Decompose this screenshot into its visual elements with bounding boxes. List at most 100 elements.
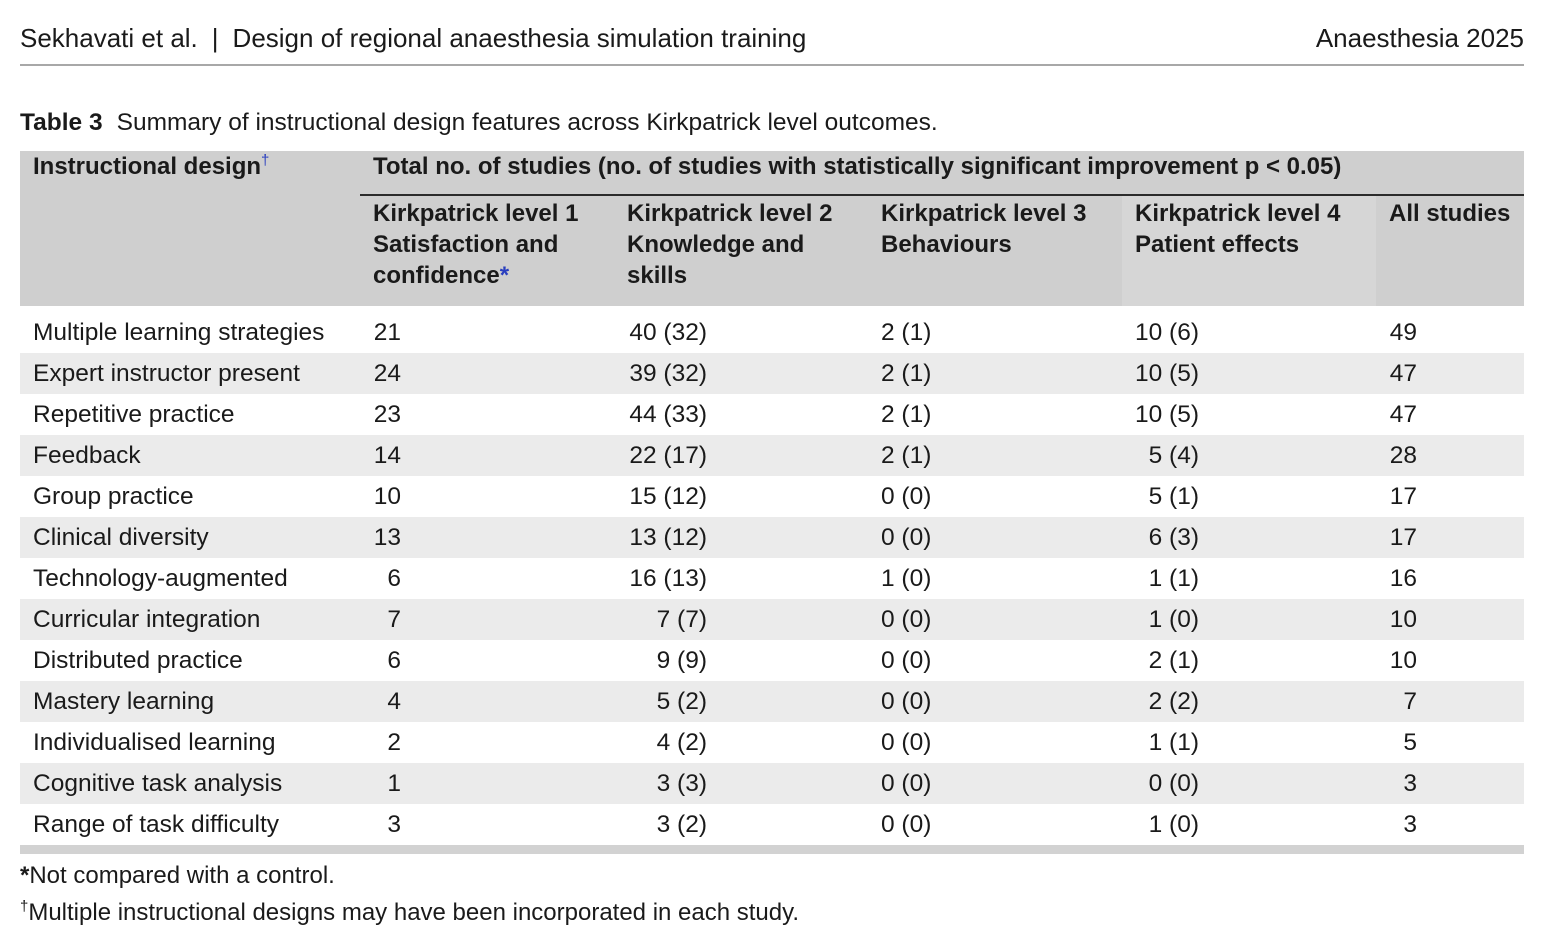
- cell-k4: 10 (5): [1122, 353, 1376, 394]
- cell-k2: 44 (33): [614, 394, 868, 435]
- cell-design: Individualised learning: [20, 722, 360, 763]
- cell-k2: 15 (12): [614, 476, 868, 517]
- table-row: Technology-augmented 6 16 (13) 1 (0) 1 (1) 16: [20, 558, 1525, 599]
- cell-design: Multiple learning strategies: [20, 312, 360, 353]
- cell-k2: 3 (3): [614, 763, 868, 804]
- cell-k2: 16 (13): [614, 558, 868, 599]
- cell-k3: 0 (0): [868, 804, 1122, 854]
- cell-all: 49: [1376, 312, 1525, 353]
- cell-k3: 1 (0): [868, 558, 1122, 599]
- running-head-separator: |: [211, 23, 219, 53]
- table-caption: Table 3 Summary of instructional design f…: [20, 106, 938, 140]
- cell-all: 3: [1376, 804, 1525, 854]
- running-head-journal: Anaesthesia 2025: [1315, 23, 1524, 53]
- cell-k3: 0 (0): [868, 476, 1122, 517]
- table-row: Repetitive practice 23 44 (33) 2 (1) 10 (5) 4…: [20, 394, 1525, 435]
- header-kirkpatrick-3: Kirkpatrick level 3 Behaviours: [868, 195, 1122, 306]
- table-caption-label: Table 3: [20, 109, 103, 136]
- cell-all: 47: [1376, 353, 1525, 394]
- header-all-studies: All studies: [1376, 195, 1525, 306]
- header-kirkpatrick-1: Kirkpatrick level 1 Satisfaction and confi…: [360, 195, 614, 306]
- cell-k2: 13 (12): [614, 517, 868, 558]
- cell-design: Cognitive task analysis: [20, 763, 360, 804]
- cell-k1: 7: [360, 599, 614, 640]
- cell-k1: 2: [360, 722, 614, 763]
- cell-k4: 6 (3): [1122, 517, 1376, 558]
- cell-k3: 0 (0): [868, 640, 1122, 681]
- table-row: Mastery learning 4 5 (2) 0 (0) 2 (2) 7: [20, 681, 1525, 722]
- cell-k4: 0 (0): [1122, 763, 1376, 804]
- table-row: Clinical diversity 13 13 (12) 0 (0) 6 (3) 17: [20, 517, 1525, 558]
- table-row: Feedback 14 22 (17) 2 (1) 5 (4) 28: [20, 435, 1525, 476]
- cell-design: Technology-augmented: [20, 558, 360, 599]
- running-head: Sekhavati et al. | Design of regional an…: [20, 20, 1524, 66]
- cell-k1: 6: [360, 558, 614, 599]
- cell-k4: 1 (0): [1122, 599, 1376, 640]
- cell-k3: 0 (0): [868, 681, 1122, 722]
- cell-design: Clinical diversity: [20, 517, 360, 558]
- running-head-title: Design of regional anaesthesia simulatio…: [232, 23, 807, 53]
- table-row: Cognitive task analysis 1 3 (3) 0 (0) 0 (0) 3: [20, 763, 1525, 804]
- cell-k1: 23: [360, 394, 614, 435]
- cell-k3: 0 (0): [868, 517, 1122, 558]
- cell-k4: 1 (0): [1122, 804, 1376, 854]
- cell-all: 28: [1376, 435, 1525, 476]
- table-row: Curricular integration 7 7 (7) 0 (0) 1 (0) 10: [20, 599, 1525, 640]
- cell-k3: 2 (1): [868, 312, 1122, 353]
- cell-all: 17: [1376, 476, 1525, 517]
- cell-design: Repetitive practice: [20, 394, 360, 435]
- footnotes: *Not compared with a control. †Multiple …: [20, 860, 799, 928]
- cell-k3: 0 (0): [868, 722, 1122, 763]
- header-row-columns: Kirkpatrick level 1 Satisfaction and confi…: [20, 195, 1525, 306]
- header-kirkpatrick-4: Kirkpatrick level 4 Patient effects: [1122, 195, 1376, 306]
- cell-design: Range of task difficulty: [20, 804, 360, 854]
- cell-all: 5: [1376, 722, 1525, 763]
- table-row: Range of task difficulty 3 3 (2) 0 (0) 1 (0)…: [20, 804, 1525, 854]
- cell-all: 17: [1376, 517, 1525, 558]
- cell-k4: 2 (2): [1122, 681, 1376, 722]
- cell-k4: 10 (6): [1122, 312, 1376, 353]
- cell-k1: 13: [360, 517, 614, 558]
- table-caption-text: Summary of instructional design features…: [116, 109, 938, 136]
- cell-all: 10: [1376, 599, 1525, 640]
- table-row: Group practice 10 15 (12) 0 (0) 5 (1) 17: [20, 476, 1525, 517]
- header-kirkpatrick-2: Kirkpatrick level 2 Knowledge and skills: [614, 195, 868, 306]
- cell-all: 7: [1376, 681, 1525, 722]
- cell-k2: 3 (2): [614, 804, 868, 854]
- cell-k1: 4: [360, 681, 614, 722]
- table-spacer: [20, 306, 1525, 312]
- cell-design: Curricular integration: [20, 599, 360, 640]
- header-row-group: Instructional design† Total no. of studi…: [20, 151, 1525, 306]
- table-header: Instructional design† Total no. of studi…: [20, 151, 1525, 306]
- cell-k1: 6: [360, 640, 614, 681]
- cell-k4: 2 (1): [1122, 640, 1376, 681]
- cell-design: Feedback: [20, 435, 360, 476]
- cell-k1: 24: [360, 353, 614, 394]
- cell-k3: 2 (1): [868, 435, 1122, 476]
- header-group-title: Total no. of studies (no. of studies wit…: [360, 151, 1525, 196]
- cell-k1: 14: [360, 435, 614, 476]
- cell-k4: 5 (4): [1122, 435, 1376, 476]
- cell-all: 10: [1376, 640, 1525, 681]
- cell-k2: 4 (2): [614, 722, 868, 763]
- cell-k1: 10: [360, 476, 614, 517]
- cell-k4: 1 (1): [1122, 558, 1376, 599]
- cell-design: Distributed practice: [20, 640, 360, 681]
- cell-design: Expert instructor present: [20, 353, 360, 394]
- cell-design: Group practice: [20, 476, 360, 517]
- table-row: Individualised learning 2 4 (2) 0 (0) 1 (1) 5: [20, 722, 1525, 763]
- cell-design: Mastery learning: [20, 681, 360, 722]
- cell-k4: 5 (1): [1122, 476, 1376, 517]
- cell-k2: 7 (7): [614, 599, 868, 640]
- dagger-mark: †: [261, 152, 270, 169]
- cell-k2: 22 (17): [614, 435, 868, 476]
- header-instructional-design: Instructional design†: [20, 151, 360, 306]
- cell-k2: 40 (32): [614, 312, 868, 353]
- data-table: Instructional design† Total no. of studi…: [20, 151, 1525, 854]
- asterisk-mark: *: [499, 262, 510, 289]
- running-head-left: Sekhavati et al. | Design of regional an…: [20, 20, 806, 56]
- cell-k3: 0 (0): [868, 599, 1122, 640]
- cell-k1: 1: [360, 763, 614, 804]
- footnote-2: †Multiple instructional designs may have…: [20, 898, 800, 926]
- table-row: Distributed practice 6 9 (9) 0 (0) 2 (1) 10: [20, 640, 1525, 681]
